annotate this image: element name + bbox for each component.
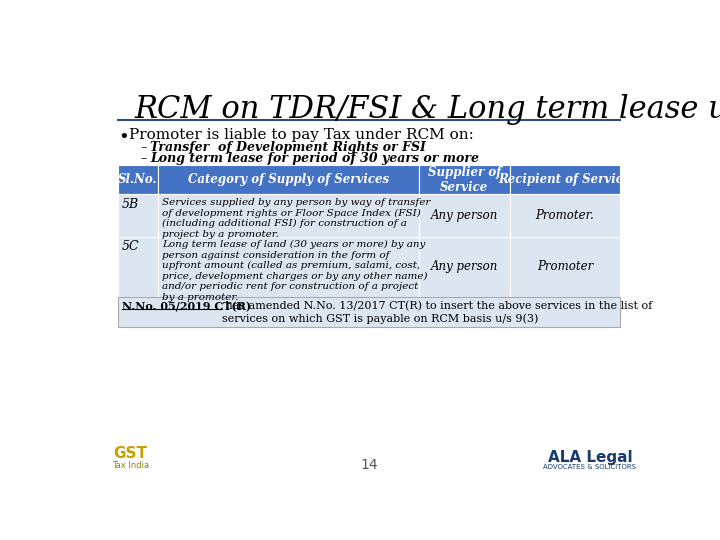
Text: Category of Supply of Services: Category of Supply of Services xyxy=(188,173,390,186)
Text: Transfer  of Development Rights or FSI: Transfer of Development Rights or FSI xyxy=(150,141,426,154)
Bar xyxy=(419,194,510,237)
Text: Promoter.: Promoter. xyxy=(536,209,594,222)
Text: Promoter: Promoter xyxy=(536,260,593,273)
Text: N.No. 05/2019 CT(R): N.No. 05/2019 CT(R) xyxy=(122,301,251,312)
Bar xyxy=(118,296,620,327)
Text: –: – xyxy=(140,152,147,165)
Text: ALA Legal: ALA Legal xyxy=(548,450,632,465)
Bar xyxy=(118,165,158,194)
Text: Long term lease for period of 30 years or more: Long term lease for period of 30 years o… xyxy=(150,152,480,165)
Text: ADVOCATES & SOLICITORS: ADVOCATES & SOLICITORS xyxy=(544,464,636,470)
Text: 5C: 5C xyxy=(122,240,140,253)
Bar xyxy=(419,237,510,296)
Text: has amended N.No. 13/2017 CT(R) to insert the above services in the list of
serv: has amended N.No. 13/2017 CT(R) to inser… xyxy=(222,301,652,324)
Text: •: • xyxy=(118,128,129,146)
Text: Any person: Any person xyxy=(431,260,498,273)
Text: Supplier of
Service: Supplier of Service xyxy=(428,166,501,193)
Text: GST: GST xyxy=(113,446,148,461)
Text: RCM on TDR/FSI & Long term lease u/s 9(3): RCM on TDR/FSI & Long term lease u/s 9(3… xyxy=(135,94,720,125)
Bar xyxy=(510,237,620,296)
Bar xyxy=(510,165,620,194)
Text: Long term lease of land (30 years or more) by any
person against consideration i: Long term lease of land (30 years or mor… xyxy=(162,240,428,302)
Text: Tax India: Tax India xyxy=(112,461,149,470)
Text: Any person: Any person xyxy=(431,209,498,222)
Text: Services supplied by any person by way of transfer
of development rights or Floo: Services supplied by any person by way o… xyxy=(162,198,431,239)
Text: 14: 14 xyxy=(360,458,378,472)
Text: Promoter is liable to pay Tax under RCM on:: Promoter is liable to pay Tax under RCM … xyxy=(129,128,474,142)
Bar xyxy=(419,165,510,194)
Text: 5B: 5B xyxy=(122,198,139,211)
Bar xyxy=(158,194,419,237)
Text: –: – xyxy=(140,141,147,154)
Bar xyxy=(158,165,419,194)
Bar xyxy=(118,237,158,296)
Bar xyxy=(510,194,620,237)
Bar xyxy=(118,194,158,237)
Text: Recipient of Service: Recipient of Service xyxy=(499,173,631,186)
Bar xyxy=(158,237,419,296)
Text: Sl.No.: Sl.No. xyxy=(118,173,158,186)
